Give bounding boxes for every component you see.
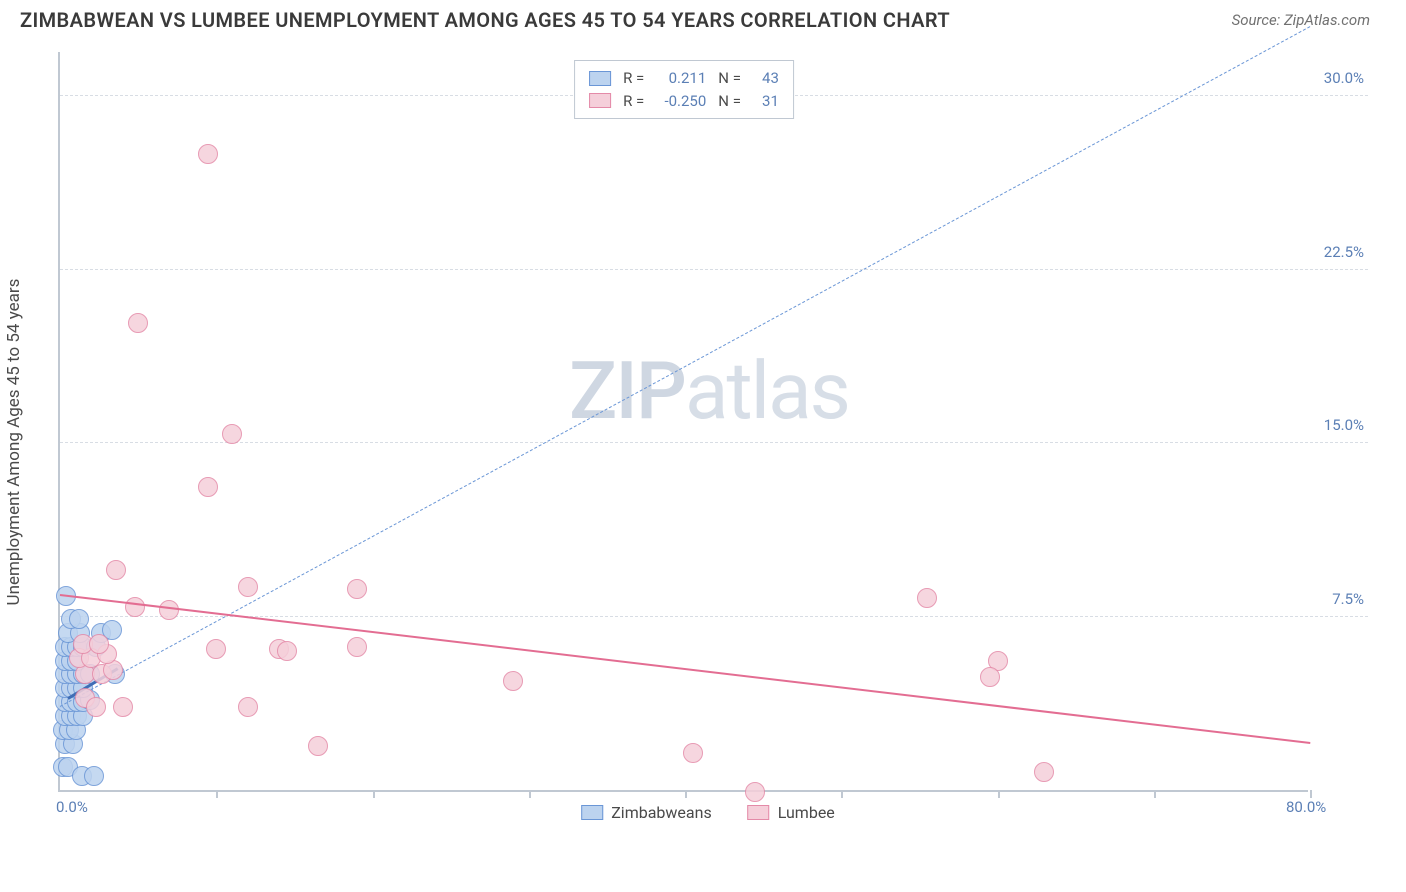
- data-point: [347, 637, 367, 657]
- data-point: [89, 634, 109, 654]
- r-label: R =: [623, 90, 644, 113]
- y-tick-label: 7.5%: [1332, 590, 1364, 608]
- x-tick: [216, 790, 218, 798]
- legend-label: Lumbee: [778, 803, 835, 822]
- data-point: [1034, 762, 1054, 782]
- data-point: [745, 782, 765, 802]
- x-tick: [998, 790, 1000, 798]
- legend-correlation: R = 0.211 N = 43 R = -0.250 N = 31: [574, 60, 794, 119]
- data-point: [277, 641, 297, 661]
- r-value: -0.250: [656, 90, 706, 113]
- n-value: 31: [753, 90, 779, 113]
- source-credit: Source: ZipAtlas.com: [1232, 11, 1370, 29]
- gridline: [60, 442, 1368, 443]
- data-point: [206, 639, 226, 659]
- data-point: [503, 671, 523, 691]
- r-label: R =: [623, 67, 644, 90]
- data-point: [198, 477, 218, 497]
- legend-swatch: [748, 805, 770, 820]
- n-label: N =: [718, 90, 741, 113]
- data-point: [84, 766, 104, 786]
- legend-swatch: [589, 93, 611, 108]
- data-point: [113, 697, 133, 717]
- x-tick: [373, 790, 375, 798]
- data-point: [238, 697, 258, 717]
- y-tick-label: 30.0%: [1324, 69, 1364, 87]
- legend-row: R = 0.211 N = 43: [589, 67, 779, 90]
- data-point: [106, 560, 126, 580]
- legend-row: R = -0.250 N = 31: [589, 90, 779, 113]
- data-point: [128, 313, 148, 333]
- y-axis-label: Unemployment Among Ages 45 to 54 years: [4, 279, 24, 606]
- y-tick-label: 15.0%: [1324, 416, 1364, 434]
- legend-item: Lumbee: [748, 803, 835, 822]
- n-value: 43: [753, 67, 779, 90]
- watermark: ZIPatlas: [569, 344, 849, 438]
- data-point: [917, 588, 937, 608]
- x-tick: [529, 790, 531, 798]
- data-point: [238, 577, 258, 597]
- data-point: [69, 609, 89, 629]
- r-value: 0.211: [656, 67, 706, 90]
- data-point: [308, 736, 328, 756]
- x-tick: [1310, 790, 1312, 798]
- trend-line: [60, 26, 1310, 707]
- plot-wrap: Unemployment Among Ages 45 to 54 years Z…: [48, 52, 1368, 832]
- x-tick: [1154, 790, 1156, 798]
- chart-title: ZIMBABWEAN VS LUMBEE UNEMPLOYMENT AMONG …: [20, 8, 950, 32]
- legend-swatch: [589, 71, 611, 86]
- x-tick: [685, 790, 687, 798]
- legend-swatch: [581, 805, 603, 820]
- data-point: [222, 424, 242, 444]
- legend-series: Zimbabweans Lumbee: [581, 803, 835, 822]
- legend-item: Zimbabweans: [581, 803, 711, 822]
- data-point: [86, 697, 106, 717]
- data-point: [683, 743, 703, 763]
- plot-area: ZIPatlas R =0.211N =43R =-0.250N =31 7.5…: [58, 52, 1308, 792]
- data-point: [125, 597, 145, 617]
- n-label: N =: [718, 67, 741, 90]
- data-point: [980, 667, 1000, 687]
- gridline: [60, 269, 1368, 270]
- x-tick-label: 0.0%: [56, 798, 88, 816]
- legend-label: Zimbabweans: [611, 803, 711, 822]
- x-tick-label: 80.0%: [1286, 798, 1326, 816]
- y-tick-label: 22.5%: [1324, 243, 1364, 261]
- data-point: [347, 579, 367, 599]
- x-tick: [841, 790, 843, 798]
- data-point: [198, 144, 218, 164]
